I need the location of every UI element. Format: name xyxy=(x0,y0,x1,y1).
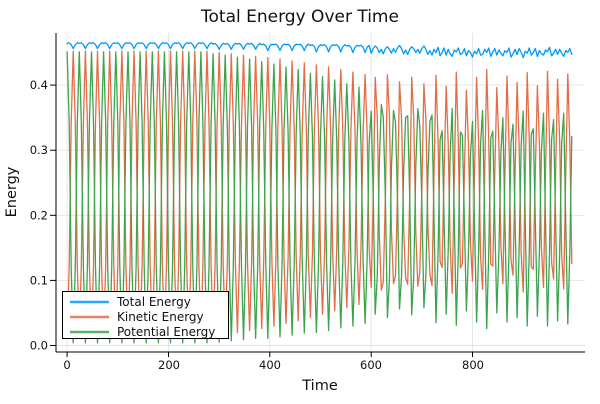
legend-box xyxy=(62,291,229,339)
x-tick-labels: 0 200 400 600 800 xyxy=(63,358,484,372)
potential-energy-legend-label: Potential Energy xyxy=(117,325,215,339)
y-tick-label: 0.1 xyxy=(30,273,48,287)
y-tick-labels: 0.0 0.1 0.2 0.3 0.4 xyxy=(30,78,48,352)
x-tick-label: 800 xyxy=(462,358,484,372)
x-axis-label: Time xyxy=(301,378,338,394)
total-energy-line xyxy=(66,42,573,59)
potential-energy-line xyxy=(66,51,573,344)
axis-ticks xyxy=(50,84,473,357)
x-tick-label: 600 xyxy=(360,358,382,372)
x-tick-label: 400 xyxy=(259,358,281,372)
x-tick-label: 0 xyxy=(63,358,70,372)
y-axis-label: Energy xyxy=(4,166,20,217)
chart-title: Total Energy Over Time xyxy=(200,7,399,27)
kinetic-energy-legend-label: Kinetic Energy xyxy=(117,310,204,324)
y-tick-label: 0.4 xyxy=(30,78,48,92)
y-tick-label: 0.2 xyxy=(30,208,48,222)
x-tick-label: 200 xyxy=(158,358,180,372)
total-energy-legend-label: Total Energy xyxy=(116,295,191,309)
y-tick-label: 0.0 xyxy=(30,339,48,353)
y-tick-label: 0.3 xyxy=(30,143,48,157)
